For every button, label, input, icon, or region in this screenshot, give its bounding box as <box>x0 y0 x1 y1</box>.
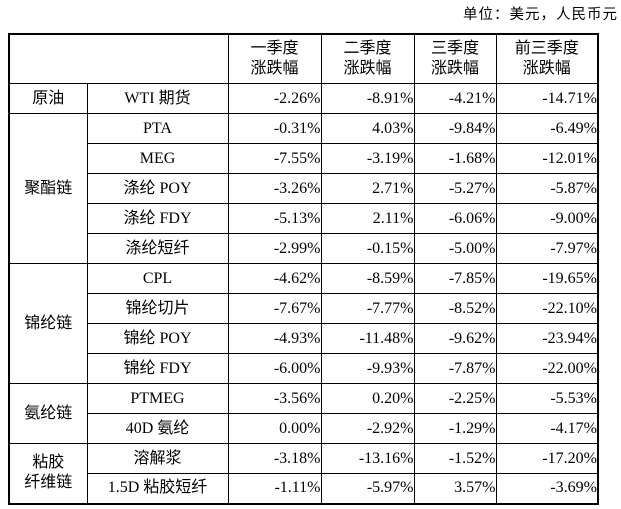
value-cell: -19.65% <box>495 263 599 294</box>
value-cell: 0.00% <box>227 413 322 444</box>
value-cell: -9.93% <box>320 353 415 384</box>
value-cell: 2.71% <box>320 173 415 204</box>
value-cell: -7.67% <box>227 293 322 324</box>
table-row: 粘胶 纤维链 溶解浆 -3.18% -13.16% -1.52% -17.20% <box>8 443 599 504</box>
value-cell: -9.62% <box>413 323 497 354</box>
value-cell: 4.03% <box>320 113 415 144</box>
value-cell: -7.55% <box>227 143 322 174</box>
category-cell: 锦纶链 <box>8 263 88 384</box>
column-header-q3: 三季度 涨跌幅 <box>413 33 497 84</box>
value-cell: -2.26% <box>227 83 322 114</box>
product-cell: 锦纶切片 <box>86 293 229 324</box>
value-cell: -8.52% <box>413 293 497 324</box>
table-row: 原油 WTI 期货 -2.26% -8.91% -4.21% -14.71% <box>8 83 599 114</box>
value-cell: -5.00% <box>413 233 497 264</box>
product-cell: PTMEG <box>86 383 229 414</box>
product-cell: WTI 期货 <box>86 83 229 114</box>
value-cell: -4.17% <box>495 413 599 444</box>
value-cell: 0.20% <box>320 383 415 414</box>
value-cell: -17.20% <box>495 443 599 474</box>
value-cell: -1.68% <box>413 143 497 174</box>
column-header-q1: 一季度 涨跌幅 <box>227 33 322 84</box>
category-cell: 原油 <box>8 83 88 114</box>
product-cell: 1.5D 粘胶短纤 <box>86 473 229 504</box>
value-cell: -13.16% <box>320 443 415 474</box>
value-cell: -7.87% <box>413 353 497 384</box>
value-cell: -23.94% <box>495 323 599 354</box>
table-row: 锦纶链 CPL -4.62% -8.59% -7.85% -19.65% <box>8 263 599 384</box>
product-cell: 涤纶 POY <box>86 173 229 204</box>
table-row: 聚酯链 PTA -0.31% 4.03% -9.84% -6.49% <box>8 113 599 264</box>
table-body: 原油 WTI 期货 -2.26% -8.91% -4.21% -14.71% 聚酯链 PTA -… <box>8 83 599 504</box>
product-cell: 锦纶 POY <box>86 323 229 354</box>
value-cell: -6.00% <box>227 353 322 384</box>
value-cell: -2.92% <box>320 413 415 444</box>
value-cell: -3.19% <box>320 143 415 174</box>
value-cell: -3.56% <box>227 383 322 414</box>
value-cell: -5.87% <box>495 173 599 204</box>
value-cell: -3.69% <box>495 473 599 504</box>
product-cell: 涤纶短纤 <box>86 233 229 264</box>
value-cell: -6.06% <box>413 203 497 234</box>
value-cell: -12.01% <box>495 143 599 174</box>
product-cell: CPL <box>86 263 229 294</box>
value-cell: -11.48% <box>320 323 415 354</box>
header-row: 一季度 涨跌幅 二季度 涨跌幅 三季度 涨跌幅 前三季度 涨跌幅 <box>8 33 599 84</box>
value-cell: -5.97% <box>320 473 415 504</box>
value-cell: -5.13% <box>227 203 322 234</box>
column-header-q2: 二季度 涨跌幅 <box>320 33 415 84</box>
table-row: MEG -7.55% -3.19% -1.68% -12.01% <box>9 143 599 174</box>
product-cell: PTA <box>86 113 229 144</box>
value-cell: 2.11% <box>320 203 415 234</box>
table-row: 涤纶短纤 -2.99% -0.15% -5.00% -7.97% <box>9 233 599 264</box>
value-cell: -1.11% <box>227 473 322 504</box>
value-cell: -7.85% <box>413 263 497 294</box>
value-cell: -14.71% <box>495 83 599 114</box>
value-cell: -3.18% <box>227 443 322 474</box>
value-cell: -9.84% <box>413 113 497 144</box>
product-cell: 溶解浆 <box>86 443 229 474</box>
product-cell: 40D 氨纶 <box>86 413 229 444</box>
product-cell: 锦纶 FDY <box>86 353 229 384</box>
product-cell: 涤纶 FDY <box>86 203 229 234</box>
category-cell: 粘胶 纤维链 <box>8 443 88 504</box>
table-row: 40D 氨纶 0.00% -2.92% -1.29% -4.17% <box>9 413 599 444</box>
value-cell: -22.10% <box>495 293 599 324</box>
value-cell: -7.97% <box>495 233 599 264</box>
value-cell: 3.57% <box>413 473 497 504</box>
value-cell: -0.31% <box>227 113 322 144</box>
value-cell: -0.15% <box>320 233 415 264</box>
table-row: 涤纶 FDY -5.13% 2.11% -6.06% -9.00% <box>9 203 599 234</box>
category-cell: 聚酯链 <box>8 113 88 264</box>
table-row: 1.5D 粘胶短纤 -1.11% -5.97% 3.57% -3.69% <box>9 473 599 504</box>
value-cell: -2.25% <box>413 383 497 414</box>
value-cell: -5.53% <box>495 383 599 414</box>
value-cell: -8.59% <box>320 263 415 294</box>
table-row: 锦纶 POY -4.93% -11.48% -9.62% -23.94% <box>9 323 599 354</box>
table-row: 氨纶链 PTMEG -3.56% 0.20% -2.25% -5.53% <box>8 383 599 444</box>
value-cell: -22.00% <box>495 353 599 384</box>
category-cell: 氨纶链 <box>8 383 88 444</box>
value-cell: -8.91% <box>320 83 415 114</box>
value-cell: -6.49% <box>495 113 599 144</box>
value-cell: -9.00% <box>495 203 599 234</box>
product-cell: MEG <box>86 143 229 174</box>
corner-cell <box>8 33 229 84</box>
table-row: 锦纶 FDY -6.00% -9.93% -7.87% -22.00% <box>9 353 599 384</box>
value-cell: -4.93% <box>227 323 322 354</box>
value-cell: -5.27% <box>413 173 497 204</box>
column-header-first-three-quarters: 前三季度 涨跌幅 <box>495 33 599 84</box>
table-row: 锦纶切片 -7.67% -7.77% -8.52% -22.10% <box>9 293 599 324</box>
value-cell: -4.21% <box>413 83 497 114</box>
value-cell: -7.77% <box>320 293 415 324</box>
price-change-table: 一季度 涨跌幅 二季度 涨跌幅 三季度 涨跌幅 前三季度 涨跌幅 原油 WTI 期… <box>8 33 599 505</box>
value-cell: -2.99% <box>227 233 322 264</box>
table-row: 涤纶 POY -3.26% 2.71% -5.27% -5.87% <box>9 173 599 204</box>
value-cell: -4.62% <box>227 263 322 294</box>
unit-label: 单位：美元，人民币元 <box>463 7 618 23</box>
value-cell: -1.52% <box>413 443 497 474</box>
value-cell: -3.26% <box>227 173 322 204</box>
value-cell: -1.29% <box>413 413 497 444</box>
